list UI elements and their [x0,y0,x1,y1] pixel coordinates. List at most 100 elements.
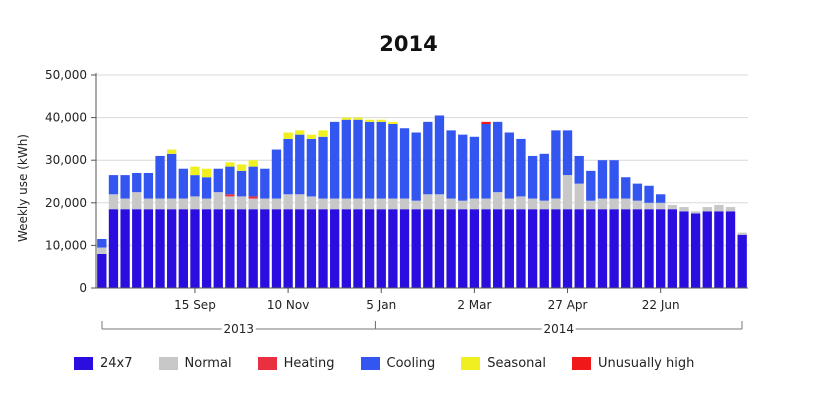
bar-cooling [469,136,480,199]
bar-24x7 [493,209,503,288]
bar-cooling [446,130,456,199]
bar-24x7 [318,209,328,288]
bar-24x7 [725,211,736,288]
chart-title: 2014 [379,32,438,56]
bar-cooling [213,168,223,193]
bar-seasonal [248,160,258,167]
bar-24x7 [283,209,293,288]
bar-cooling [423,121,433,195]
bar-normal [341,198,351,210]
bar-24x7 [574,209,584,288]
bar-normal [434,194,445,210]
bar-24x7 [458,209,468,288]
legend-swatch [461,357,481,370]
bar-normal [318,198,328,210]
bar-24x7 [679,211,689,288]
bar-normal [143,198,154,210]
bar-normal [714,204,724,212]
legend-label: Cooling [386,356,436,371]
bar-24x7 [411,209,421,288]
bar-24x7 [248,209,258,288]
bar-seasonal [341,117,351,120]
bar-seasonal [318,130,328,137]
bar-normal [306,196,317,210]
bar-normal [632,200,643,210]
bar-24x7 [504,209,514,288]
bar-24x7 [330,209,340,288]
legend-label: Seasonal [487,356,546,371]
bar-seasonal [236,164,247,171]
bar-seasonal [295,130,305,135]
bars [97,115,747,288]
bar-normal [493,192,503,210]
bar-24x7 [586,209,596,288]
bar-24x7 [120,209,130,288]
legend-item: Normal [158,356,232,371]
bar-24x7 [644,209,654,288]
bar-normal [597,198,608,210]
bar-cooling [434,115,445,195]
bar-cooling [516,138,526,197]
bar-cooling [493,121,503,193]
bar-normal [609,198,619,210]
legend-label: Normal [184,356,232,371]
bar-24x7 [167,209,177,288]
bar-normal [330,198,340,210]
bar-normal [469,198,480,210]
bar-seasonal [225,162,235,167]
bar-24x7 [143,209,154,288]
bar-cooling [330,121,340,199]
bar-normal [516,196,526,210]
bar-cooling [621,177,631,199]
x-axis: 15 Sep 10 Nov 5 Jan 2 Mar 27 Apr 22 Jun 2013 20… [96,287,748,336]
bar-24x7 [737,234,747,288]
bar-normal [504,198,514,210]
bar-normal [225,196,235,210]
bar-24x7 [376,209,386,288]
bar-normal [283,194,293,210]
bar-24x7 [178,209,188,288]
bar-seasonal [364,119,375,122]
legend-item: Unusually high [571,356,694,371]
legend-item: Seasonal [461,356,546,371]
bar-normal [446,198,456,210]
x-tick-label: 27 Apr [548,298,588,312]
bar-cooling [644,185,654,203]
bar-24x7 [271,209,282,288]
bar-normal [201,198,212,210]
bar-cooling [656,194,666,203]
bar-normal [155,198,165,210]
bar-seasonal [167,149,177,154]
x-tick-label: 10 Nov [267,298,310,312]
bar-normal [260,198,270,210]
bar-cooling [190,175,200,197]
bar-24x7 [656,209,666,288]
bar-24x7 [423,209,433,288]
bar-normal [120,198,130,210]
bar-normal [737,232,747,235]
bar-normal [690,211,701,214]
bar-cooling [539,153,549,201]
bar-normal [667,204,677,210]
bar-normal [190,196,200,210]
bar-seasonal [353,117,363,120]
bar-normal [364,198,375,210]
bar-24x7 [341,209,351,288]
bar-cooling [283,138,293,195]
bar-normal [621,198,631,210]
bar-cooling [155,155,165,199]
bar-24x7 [353,209,363,288]
bar-normal [551,198,561,210]
bar-cooling [236,170,247,197]
bar-normal [574,183,584,210]
bar-24x7 [225,209,235,288]
bar-cooling [341,119,351,199]
bar-cooling [551,130,561,199]
bar-24x7 [155,209,165,288]
bar-24x7 [621,209,631,288]
bar-cooling [295,134,305,195]
bar-24x7 [190,209,200,288]
bar-24x7 [446,209,456,288]
bar-24x7 [539,209,549,288]
bar-seasonal [388,121,398,124]
